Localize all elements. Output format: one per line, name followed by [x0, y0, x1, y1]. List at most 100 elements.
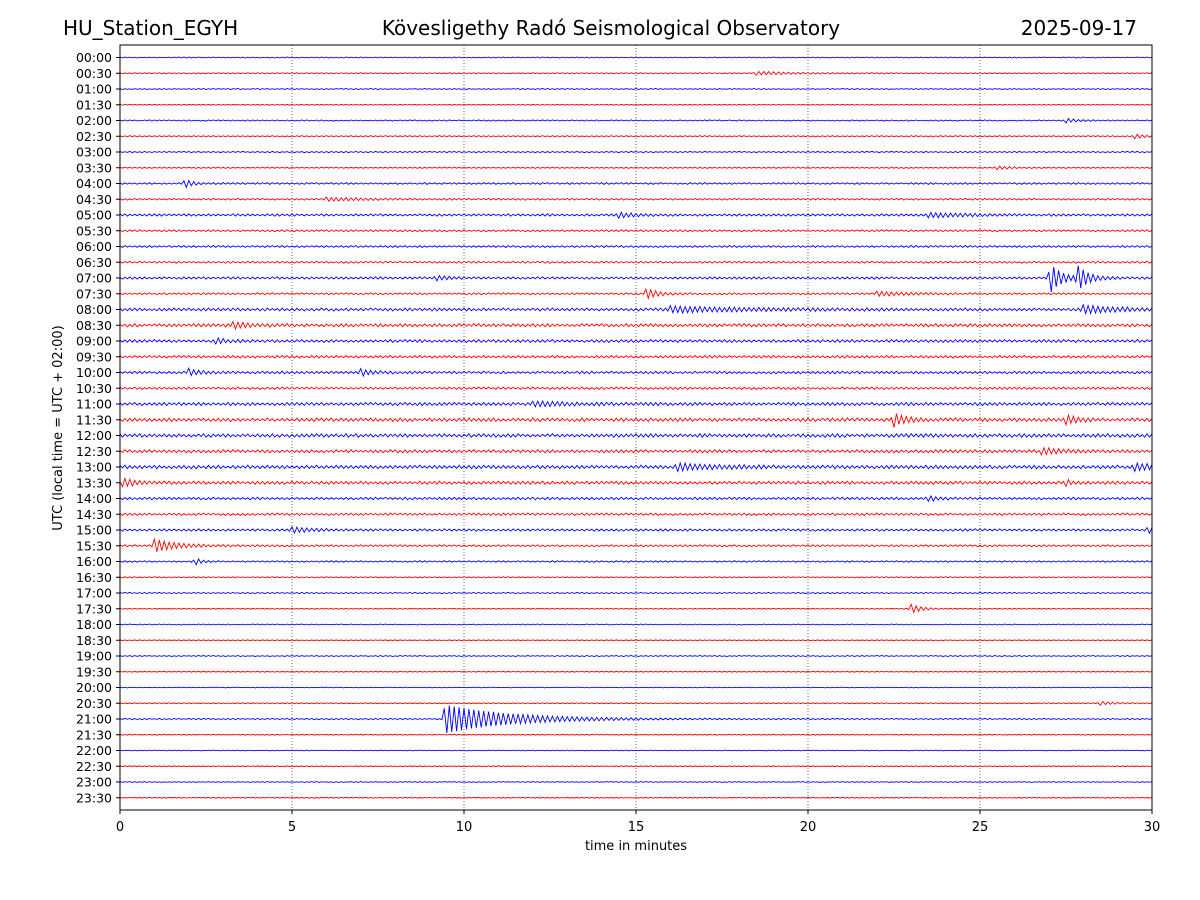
trace-row [119, 461, 1153, 473]
y-tick-label: 08:30 [76, 318, 112, 333]
trace-row [119, 525, 1153, 535]
trace-row [119, 749, 1153, 752]
y-tick-label: 12:00 [76, 428, 112, 443]
y-tick-label: 15:30 [76, 538, 112, 553]
y-tick-label: 09:00 [76, 334, 112, 349]
trace-row [119, 591, 1153, 595]
y-tick-label: 12:30 [76, 444, 112, 459]
y-tick-label: 23:00 [76, 775, 112, 790]
trace-row [119, 103, 1153, 106]
x-axis-label: time in minutes [585, 839, 687, 854]
y-tick-label: 19:00 [76, 649, 112, 664]
trace-row [119, 705, 1153, 734]
y-tick-label: 10:00 [76, 365, 112, 380]
trace-row [119, 320, 1153, 331]
y-tick-label: 18:00 [76, 617, 112, 632]
y-tick-label: 19:30 [76, 664, 112, 679]
chart-date: 2025-09-17 [1020, 16, 1137, 40]
grid-lines [291, 45, 981, 810]
y-tick-label: 22:00 [76, 743, 112, 758]
trace-row [119, 494, 1153, 503]
trace-row [119, 733, 1153, 736]
y-tick-label: 06:00 [76, 239, 112, 254]
trace-row [119, 179, 1153, 189]
trace-row [119, 700, 1153, 706]
trace-row [119, 413, 1153, 428]
trace-row [119, 336, 1153, 346]
y-tick-label: 03:30 [76, 160, 112, 175]
y-tick-label: 02:00 [76, 113, 112, 128]
trace-row [119, 117, 1153, 124]
x-tick-label: 15 [628, 820, 645, 835]
x-tick-label: 25 [972, 820, 989, 835]
trace-row [119, 367, 1153, 378]
station-name: HU_Station_EGYH [63, 16, 239, 40]
y-tick-label: 05:00 [76, 208, 112, 223]
trace-row [119, 354, 1153, 359]
trace-row [119, 432, 1153, 439]
trace-row [119, 576, 1153, 579]
trace-row [119, 686, 1153, 689]
y-tick-label: 11:30 [76, 412, 112, 427]
y-tick-label: 22:30 [76, 759, 112, 774]
y-axis-label: UTC (local time = UTC + 02:00) [51, 325, 66, 530]
y-tick-label: 04:00 [76, 176, 112, 191]
y-tick-label: 21:30 [76, 727, 112, 742]
y-tick-label: 10:30 [76, 381, 112, 396]
trace-row [119, 655, 1153, 657]
y-tick-label: 03:00 [76, 145, 112, 160]
trace-row [119, 303, 1153, 316]
y-tick-label: 21:00 [76, 712, 112, 727]
trace-row [119, 165, 1153, 171]
y-tick-label: 00:30 [76, 66, 112, 81]
trace-row [119, 446, 1153, 456]
trace-row [119, 260, 1153, 264]
trace-row [119, 796, 1153, 799]
trace-row [119, 623, 1153, 626]
y-tick-label: 01:00 [76, 82, 112, 97]
y-tick-label: 14:00 [76, 491, 112, 506]
x-tick-label: 30 [1144, 820, 1161, 835]
x-tick-label: 0 [116, 820, 124, 835]
trace-row [119, 781, 1153, 783]
y-tick-label: 02:30 [76, 129, 112, 144]
y-tick-label: 00:00 [76, 50, 112, 65]
trace-row [119, 211, 1153, 220]
y-tick-label: 13:00 [76, 460, 112, 475]
x-tick-label: 20 [800, 820, 817, 835]
y-tick-label: 15:00 [76, 523, 112, 538]
trace-row [119, 537, 1153, 552]
y-tick-label: 06:30 [76, 255, 112, 270]
y-tick-label: 13:30 [76, 475, 112, 490]
trace-row [119, 56, 1153, 59]
trace-row [119, 265, 1153, 292]
y-axis: 00:0000:3001:0001:3002:0002:3003:0003:30… [76, 50, 120, 805]
trace-row [119, 603, 1153, 614]
trace-row [119, 244, 1153, 249]
y-tick-label: 09:30 [76, 349, 112, 364]
y-tick-label: 11:00 [76, 397, 112, 412]
y-tick-label: 08:00 [76, 302, 112, 317]
y-tick-label: 17:00 [76, 586, 112, 601]
y-tick-label: 20:30 [76, 696, 112, 711]
trace-row [119, 476, 1153, 488]
chart-title: Kövesligethy Radó Seismological Observat… [381, 16, 841, 40]
y-tick-label: 04:30 [76, 192, 112, 207]
y-tick-label: 16:30 [76, 570, 112, 585]
seismic-traces [119, 56, 1153, 799]
x-tick-label: 5 [288, 820, 296, 835]
trace-row [119, 639, 1153, 642]
y-tick-label: 07:00 [76, 271, 112, 286]
y-tick-label: 17:30 [76, 601, 112, 616]
trace-row [119, 399, 1153, 408]
y-tick-label: 01:30 [76, 97, 112, 112]
y-tick-label: 07:30 [76, 286, 112, 301]
y-tick-label: 18:30 [76, 633, 112, 648]
trace-row [119, 386, 1153, 391]
y-tick-label: 20:00 [76, 680, 112, 695]
y-tick-label: 05:30 [76, 223, 112, 238]
trace-row [119, 150, 1153, 154]
trace-row [119, 88, 1153, 90]
y-tick-label: 23:30 [76, 790, 112, 805]
